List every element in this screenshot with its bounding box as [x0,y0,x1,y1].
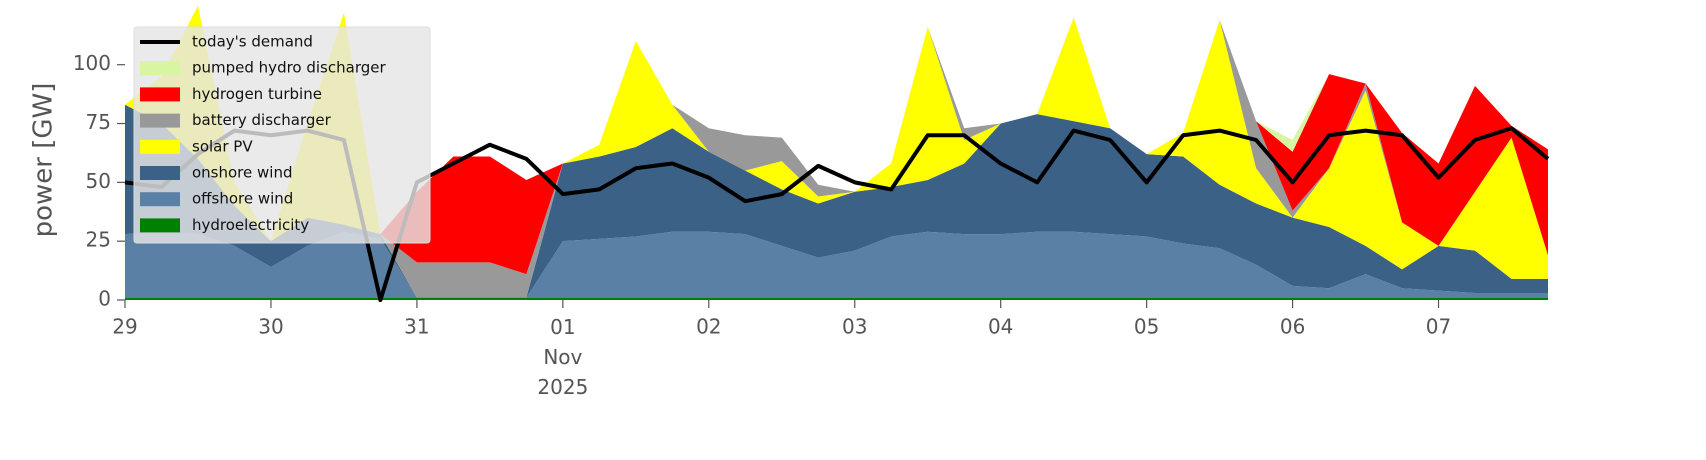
legend-swatch [140,113,180,128]
x-tick-label: 31 [404,315,429,339]
legend-swatch [140,139,180,154]
legend-label: onshore wind [192,164,292,182]
y-tick-label: 75 [86,110,111,134]
legend-swatch [140,192,180,207]
x-tick-label: 03 [842,315,867,339]
y-axis-label: power [GW] [29,83,59,238]
legend-label: hydrogen turbine [192,85,322,103]
x-tick-label: 04 [988,315,1013,339]
legend-label: today's demand [192,33,313,51]
x-tick-label: 02 [696,315,721,339]
legend-label: solar PV [192,137,253,155]
x-tick-label: 06 [1280,315,1305,339]
legend-label: battery discharger [192,111,332,129]
legend-label: pumped hydro discharger [192,59,386,77]
legend-swatch [140,218,180,233]
x-tick-label: 30 [258,315,283,339]
x-tick-label: 07 [1426,315,1451,339]
area [125,5,1548,298]
y-tick-label: 0 [98,287,111,311]
y-tick-label: 50 [86,169,111,193]
area [125,104,1548,298]
legend-swatch [140,166,180,180]
legend: today's demand pumped hydro discharger hyd… [133,26,431,244]
x-tick-label: 01 Nov 2025 [537,315,588,399]
legend-box [133,26,431,244]
y-tick-label: 25 [86,228,111,252]
area [125,231,1548,298]
legend-label: offshore wind [192,190,293,208]
legend-swatch [140,61,180,76]
x-tick-label: 29 [112,315,137,339]
area [125,297,1548,300]
y-tick-label: 100 [73,51,111,75]
x-tick-label: 05 [1134,315,1159,339]
legend-swatch [140,87,180,102]
area [125,5,1548,275]
legend-label: hydroelectricity [192,216,309,234]
